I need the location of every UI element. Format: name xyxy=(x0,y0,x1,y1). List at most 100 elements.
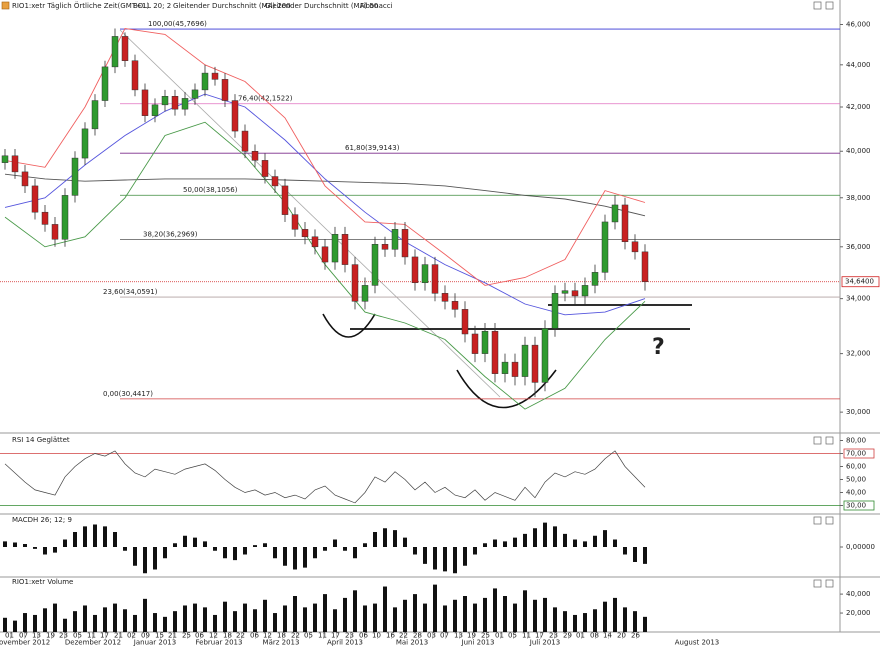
bar xyxy=(253,609,257,632)
minimize-button[interactable] xyxy=(813,579,822,588)
bar xyxy=(433,547,437,570)
symbol-icon[interactable] xyxy=(1,1,10,10)
bar xyxy=(353,590,357,632)
candle-body xyxy=(231,100,239,132)
candle-body xyxy=(631,241,639,253)
panel-title: RSI 14 Geglättet xyxy=(12,436,70,444)
close-button[interactable] xyxy=(825,1,834,10)
fib-label: 50,00(38,1056) xyxy=(183,186,238,194)
minimize-button[interactable] xyxy=(813,516,822,525)
drawings: ? xyxy=(322,304,692,409)
minimize-button[interactable] xyxy=(813,436,822,445)
close-button[interactable] xyxy=(825,436,834,445)
x-tick-label: 03 xyxy=(427,632,436,640)
bar xyxy=(563,611,567,632)
fib-label: 100,00(45,7696) xyxy=(148,20,207,28)
y-tick-label: 38,000 xyxy=(846,194,871,202)
annotation: ? xyxy=(652,335,665,360)
bar xyxy=(453,547,457,574)
bar xyxy=(433,584,437,632)
bar xyxy=(463,547,467,566)
bar xyxy=(423,603,427,632)
candle-body xyxy=(391,229,399,250)
x-tick-label: 22 xyxy=(399,632,408,640)
indicator-label: Fibonacci xyxy=(360,2,393,10)
x-tick-label: 10 xyxy=(372,632,381,640)
candle-body xyxy=(341,234,349,265)
x-tick-label: 07 xyxy=(19,632,28,640)
candle-body xyxy=(571,290,579,297)
candle-body xyxy=(281,185,289,215)
bar xyxy=(543,597,547,632)
bar xyxy=(283,547,287,566)
y-tick-label: 40,000 xyxy=(846,147,871,155)
minimize-button[interactable] xyxy=(813,1,822,10)
bar xyxy=(163,547,167,559)
close-button[interactable] xyxy=(825,579,834,588)
bar xyxy=(113,603,117,632)
bar xyxy=(643,616,647,632)
bar xyxy=(223,601,227,632)
bar xyxy=(33,614,37,632)
candle-body xyxy=(241,130,249,152)
bar xyxy=(163,616,167,632)
bar xyxy=(153,547,157,570)
bar xyxy=(183,605,187,632)
bar xyxy=(193,537,197,547)
candle-body xyxy=(131,60,139,91)
candle-body xyxy=(31,185,39,213)
bar xyxy=(473,547,477,555)
x-tick-label: 05 xyxy=(508,632,517,640)
x-tick-label: 22 xyxy=(236,632,245,640)
candle-body xyxy=(431,264,439,294)
candle-body xyxy=(621,204,629,243)
bar xyxy=(603,530,607,547)
bar xyxy=(183,535,187,547)
candle-body xyxy=(461,309,469,335)
month-label: Juli 2013 xyxy=(529,639,560,646)
x-tick-label: 11 xyxy=(87,632,96,640)
y-tick-label: 36,000 xyxy=(846,243,871,251)
bar xyxy=(493,539,497,547)
bar xyxy=(193,603,197,632)
last-price-box xyxy=(841,276,880,288)
bar xyxy=(153,613,157,632)
bar xyxy=(353,547,357,559)
fib-label: 61,80(39,9143) xyxy=(345,144,400,152)
drawn-curve xyxy=(322,313,376,338)
bar xyxy=(423,547,427,564)
candle-body xyxy=(181,98,189,110)
x-tick-label: 23 xyxy=(59,632,68,640)
bar xyxy=(3,541,7,547)
x-tick-label: 18 xyxy=(277,632,286,640)
bar xyxy=(523,590,527,632)
bar xyxy=(583,541,587,547)
candle-body xyxy=(141,89,149,116)
close-button[interactable] xyxy=(825,516,834,525)
bar xyxy=(513,603,517,632)
candle-body xyxy=(221,79,229,101)
bar xyxy=(393,530,397,547)
candle-body xyxy=(111,36,119,68)
bar xyxy=(503,596,507,632)
candle-body xyxy=(1,155,9,163)
bar xyxy=(313,603,317,632)
bar xyxy=(513,537,517,547)
bar xyxy=(293,547,297,570)
bar xyxy=(573,539,577,547)
x-tick-label: 07 xyxy=(440,632,449,640)
bar xyxy=(403,599,407,632)
bar xyxy=(303,547,307,568)
month-label: Mai 2013 xyxy=(396,639,428,646)
bar xyxy=(313,547,317,559)
bar xyxy=(403,537,407,547)
candle-body xyxy=(561,290,569,294)
x-tick-label: 06 xyxy=(359,632,368,640)
drawn-curve xyxy=(456,369,557,409)
candle-body xyxy=(521,344,529,377)
bar xyxy=(413,547,417,555)
panel-title: RIO1:xetr Volume xyxy=(12,578,73,586)
bar xyxy=(113,532,117,547)
x-tick-label: 08 xyxy=(590,632,599,640)
candle-body xyxy=(321,246,329,263)
